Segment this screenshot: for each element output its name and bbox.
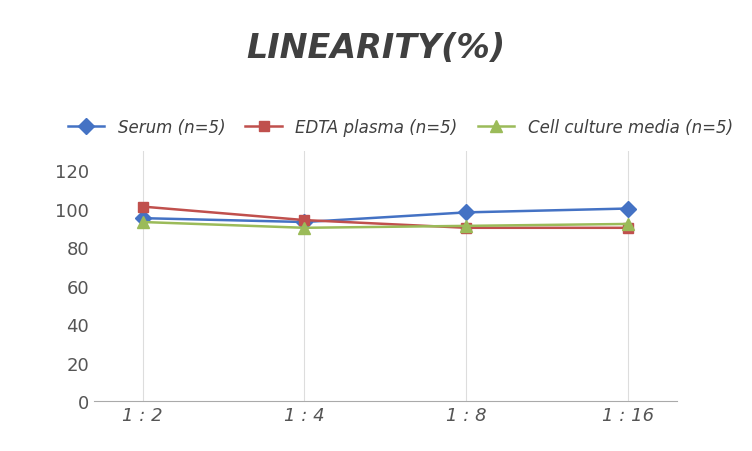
Cell culture media (n=5): [138, 220, 147, 225]
EDTA plasma (n=5): [138, 204, 147, 210]
Cell culture media (n=5): [623, 222, 632, 227]
Serum (n=5): [300, 220, 309, 225]
Text: LINEARITY(%): LINEARITY(%): [247, 32, 505, 64]
Serum (n=5): [462, 210, 471, 216]
Line: EDTA plasma (n=5): EDTA plasma (n=5): [138, 202, 633, 233]
EDTA plasma (n=5): [462, 226, 471, 231]
Cell culture media (n=5): [462, 224, 471, 229]
Serum (n=5): [623, 207, 632, 212]
Line: Cell culture media (n=5): Cell culture media (n=5): [137, 217, 634, 234]
Line: Serum (n=5): Serum (n=5): [137, 203, 634, 228]
Legend: Serum (n=5), EDTA plasma (n=5), Cell culture media (n=5): Serum (n=5), EDTA plasma (n=5), Cell cul…: [61, 112, 739, 143]
EDTA plasma (n=5): [623, 226, 632, 231]
Serum (n=5): [138, 216, 147, 221]
EDTA plasma (n=5): [300, 218, 309, 223]
Cell culture media (n=5): [300, 226, 309, 231]
